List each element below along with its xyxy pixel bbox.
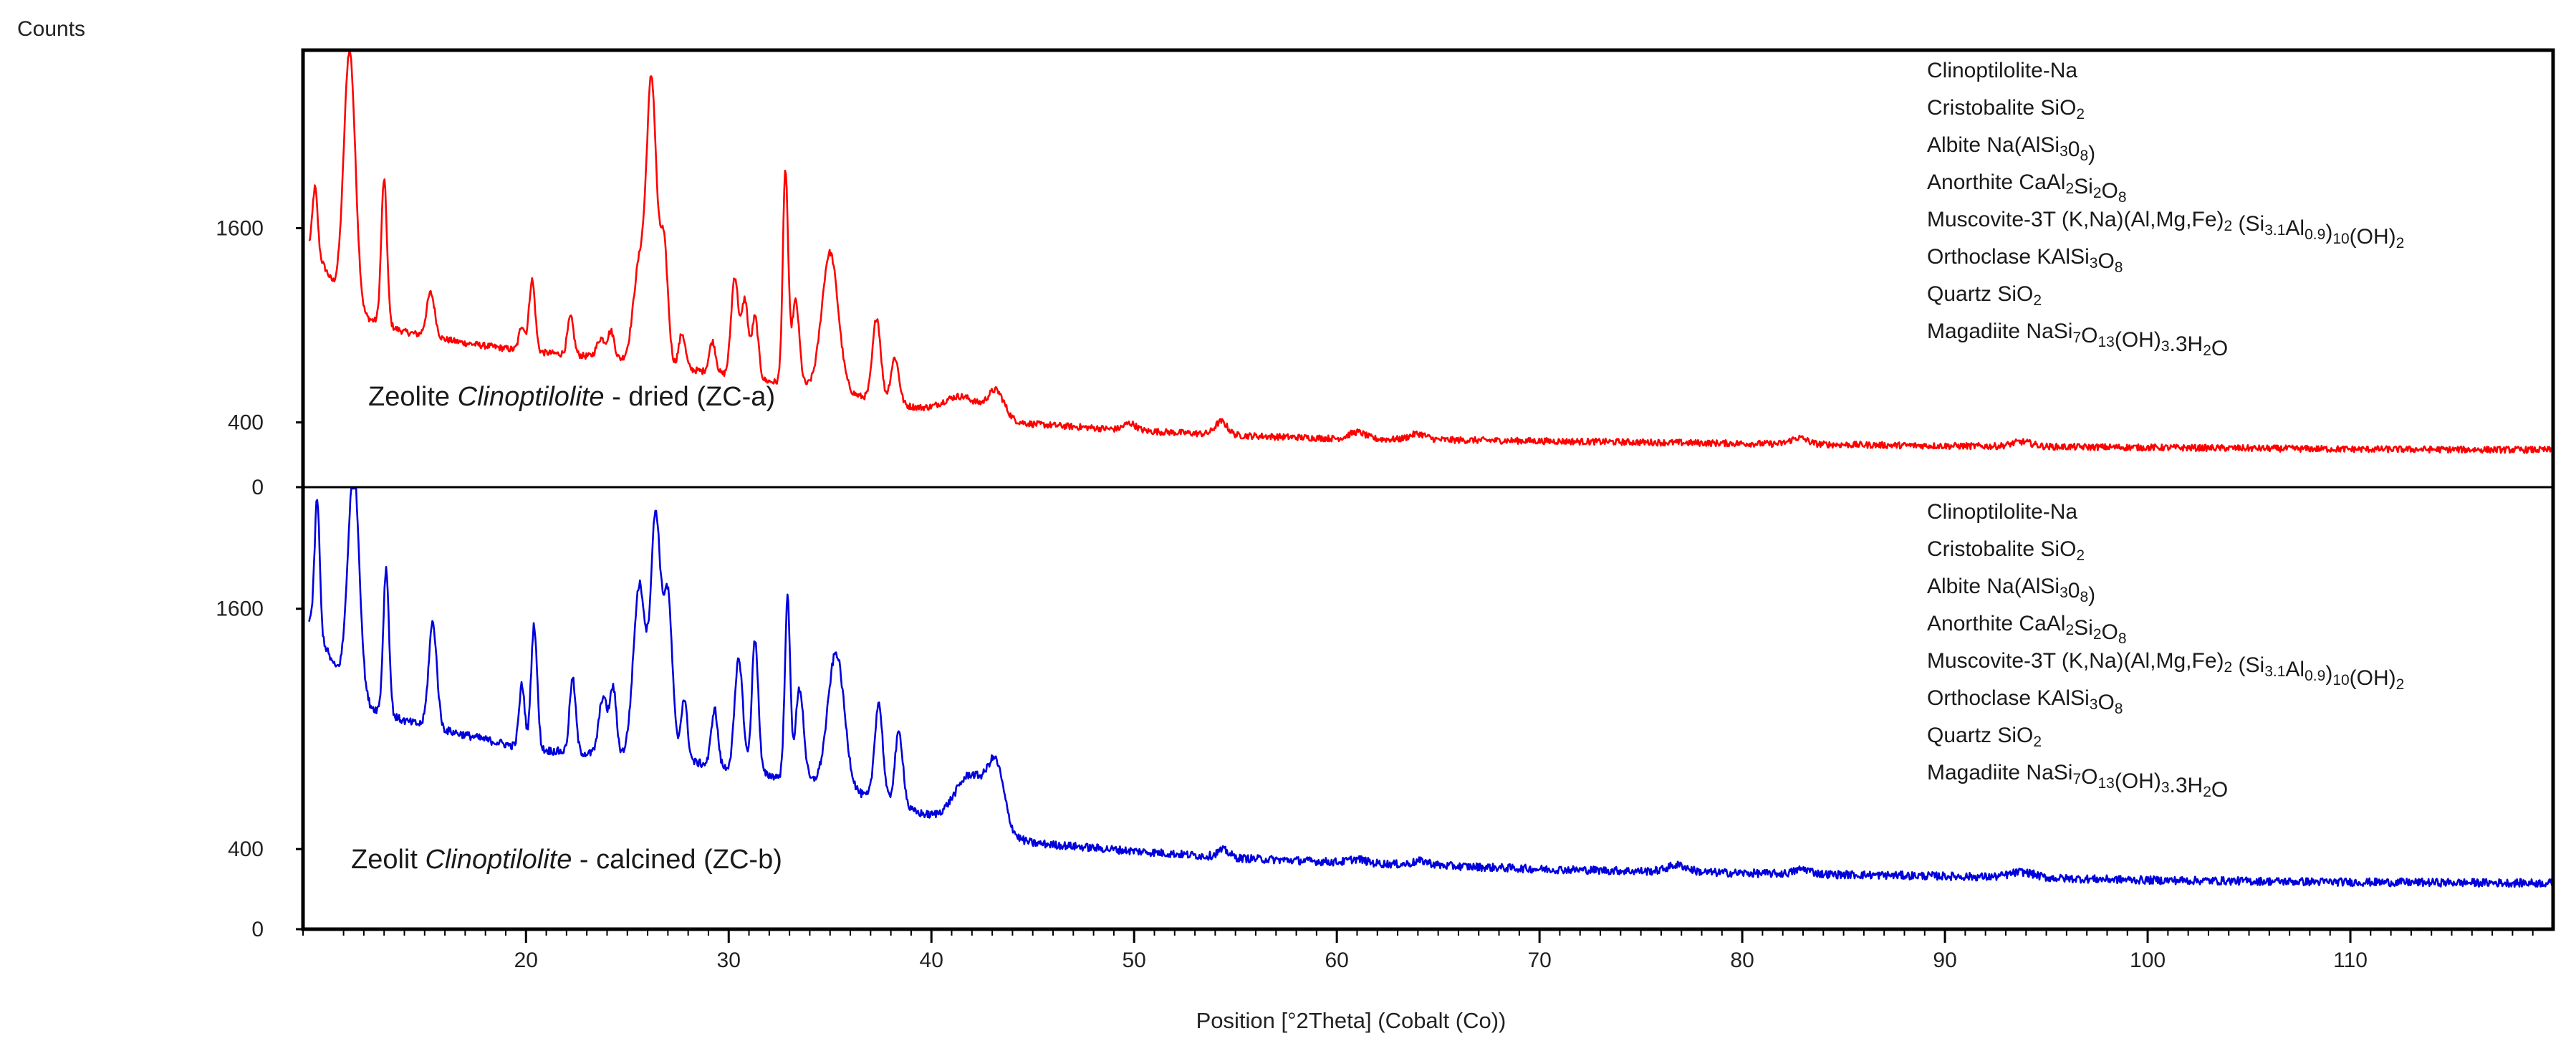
y-tick-label-dried: 1600	[216, 217, 264, 241]
y-tick-label-calcined: 0	[251, 918, 264, 941]
phase-label-dried: Albite Na(AlSi308)	[1927, 133, 2095, 165]
phase-label-calcined: Anorthite CaAl2Si2O8	[1927, 612, 2127, 647]
phase-label-calcined: Clinoptilolite-Na	[1927, 500, 2077, 524]
phase-label-dried: Muscovite-3T (K,Na)(Al,Mg,Fe)2 (Si3.1Al0…	[1927, 208, 2404, 251]
y-tick-label-dried: 400	[228, 411, 264, 435]
phase-label-dried: Clinoptilolite-Na	[1927, 59, 2077, 82]
series-line-dried	[308, 49, 2554, 454]
panel-dried: 0 400 1600 Clinoptilolite-Na Cristobalite Si…	[216, 49, 2554, 499]
x-tick-label: 100	[2130, 949, 2166, 972]
series-line-calcined	[308, 487, 2554, 888]
x-tick-label: 30	[717, 949, 741, 972]
x-tick-label: 80	[1730, 949, 1754, 972]
phase-label-calcined: Orthoclase KAlSi3O8	[1927, 686, 2123, 717]
y-tick-label-dried: 0	[251, 476, 264, 499]
x-tick-label: 70	[1527, 949, 1551, 972]
phase-label-calcined: Albite Na(AlSi308)	[1927, 575, 2095, 607]
plot-frame	[301, 48, 2555, 931]
phase-label-dried: Cristobalite SiO2	[1927, 96, 2085, 123]
x-tick-label: 110	[2333, 949, 2368, 972]
x-axis-title: Position [°2Theta] (Cobalt (Co))	[1196, 1008, 1506, 1033]
sample-label-dried: Zeolite Clinoptilolite - dried (ZC-a)	[368, 382, 775, 412]
y-tick-label-calcined: 400	[228, 837, 264, 861]
sample-label-calcined: Zeolit Clinoptilolite - calcined (ZC-b)	[351, 845, 782, 875]
phase-label-dried: Anorthite CaAl2Si2O8	[1927, 171, 2127, 206]
y-axis-title: Counts	[17, 17, 85, 41]
phase-label-calcined: Magadiite NaSi7O13(OH)3.3H2O	[1927, 761, 2228, 802]
x-tick-label: 20	[514, 949, 538, 972]
x-tick-label: 60	[1325, 949, 1348, 972]
x-tick-label: 50	[1123, 949, 1146, 972]
panel-calcined: 0 400 1600 Clinoptilolite-Na Cristobalite Si…	[216, 487, 2554, 941]
x-tick-label: 90	[1933, 949, 1956, 972]
phase-label-dried: Orthoclase KAlSi3O8	[1927, 245, 2123, 276]
x-tick-label: 40	[920, 949, 943, 972]
phase-label-calcined: Quartz SiO2	[1927, 724, 2042, 750]
phase-label-calcined: Muscovite-3T (K,Na)(Al,Mg,Fe)2 (Si3.1Al0…	[1927, 649, 2404, 693]
phase-label-dried: Magadiite NaSi7O13(OH)3.3H2O	[1927, 320, 2228, 360]
phase-label-dried: Quartz SiO2	[1927, 282, 2042, 309]
y-tick-label-calcined: 1600	[216, 597, 264, 621]
phase-label-calcined: Cristobalite SiO2	[1927, 537, 2085, 564]
